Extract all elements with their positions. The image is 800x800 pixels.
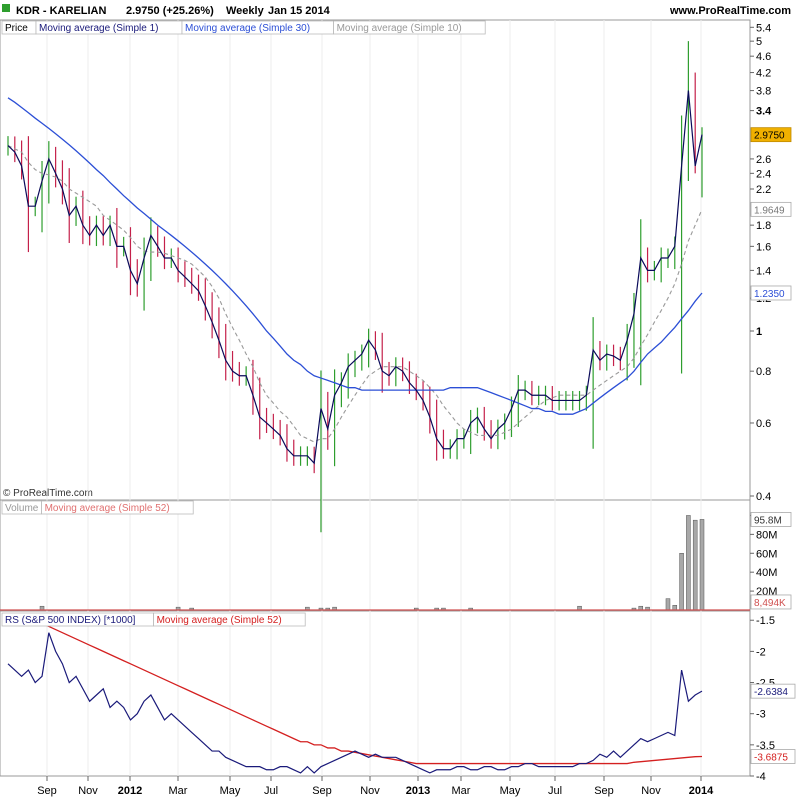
x-tick-label: May	[500, 785, 521, 797]
price-y-tick-label: 1	[756, 326, 762, 338]
price-y-tick-label: 4.6	[756, 51, 771, 63]
volume-panel-frame	[0, 499, 751, 612]
x-tick-label: Nov	[78, 785, 98, 797]
rs-y-tick-label: -4	[756, 771, 766, 783]
watermark: © ProRealTime.com	[3, 488, 93, 499]
rs-line	[7, 632, 703, 774]
rs-y-tick-label: -3.5	[756, 740, 775, 752]
price-value-tag-label: 2.9750	[754, 131, 785, 142]
x-tick-label: Sep	[594, 785, 614, 797]
app-logo-icon	[2, 4, 10, 12]
rs-y-tick-label: -1.5	[756, 615, 775, 627]
rs-value-tag	[750, 683, 796, 699]
price-y-tick-label: 2.6	[756, 154, 771, 166]
price-value-tag	[750, 201, 792, 217]
volume-legend-box	[41, 500, 194, 515]
rs-value-tag-label: -2.6384	[754, 687, 788, 698]
rs-y-tick-label: -3	[756, 709, 766, 721]
price-legend-item: Moving average (Simple 1)	[39, 23, 159, 34]
price-legend-box	[333, 20, 486, 35]
price-change: 2.9750 (+25.26%)	[126, 5, 214, 17]
rs-legend-box	[153, 612, 306, 627]
volume-bar	[699, 519, 705, 611]
price-y-tick-label: 0.4	[756, 491, 771, 503]
volume-bar	[679, 553, 684, 611]
x-tick-label: 2014	[689, 785, 714, 797]
x-tick-label: Nov	[360, 785, 380, 797]
price-legend-item: Price	[5, 23, 28, 34]
volume-y-tick-label: 40M	[756, 567, 777, 579]
rs-ma-line	[8, 613, 703, 765]
rs-value-tag	[750, 749, 796, 764]
price-y-tick-label: 1.8	[756, 220, 771, 232]
rs-legend-item: RS (S&P 500 INDEX) [*1000]	[5, 615, 136, 626]
volume-value-tag	[750, 594, 792, 610]
price-y-tick-label: 3.4	[756, 106, 772, 118]
x-tick-label: 2013	[406, 785, 430, 797]
volume-value-tag-label: 95.8M	[754, 515, 782, 526]
volume-legend-item: Moving average (Simple 52)	[45, 503, 170, 514]
volume-value-tag	[750, 512, 792, 527]
site-label[interactable]: www.ProRealTime.com	[669, 5, 791, 17]
x-tick-label: May	[220, 785, 241, 797]
price-value-tag	[750, 127, 792, 143]
volume-bar	[665, 598, 671, 611]
price-y-tick-label: 2.2	[756, 184, 771, 196]
x-tick-label: Jul	[264, 785, 278, 797]
volume-y-tick-label: 60M	[756, 548, 777, 560]
x-tick-label: Mar	[452, 785, 471, 797]
price-y-tick-label: 0.8	[756, 366, 771, 378]
ma10-line	[7, 145, 703, 443]
x-tick-label: Sep	[312, 785, 332, 797]
price-value-tag-label: 1.9649	[754, 205, 785, 216]
volume-bar	[692, 519, 698, 611]
x-tick-label: Jul	[548, 785, 562, 797]
price-y-tick-label: 5.4	[756, 22, 771, 34]
price-y-tick-label: 1.4	[756, 265, 771, 277]
price-legend-item: Moving average (Simple 10)	[337, 23, 462, 34]
price-y-tick-label: 3.8	[756, 86, 771, 98]
ma30-line	[7, 97, 703, 415]
rs-legend-item: Moving average (Simple 52)	[157, 615, 282, 626]
price-value-tag-label: 1.2350	[754, 289, 785, 300]
close-line	[7, 90, 703, 465]
price-panel-frame	[0, 19, 751, 501]
price-y-tick-label: 1.6	[756, 241, 771, 253]
ticker-title: KDR - KARELIAN	[16, 5, 106, 17]
price-y-tick-label: 5	[756, 36, 762, 48]
date-label: Jan 15 2014	[268, 5, 331, 17]
volume-y-tick-label: 80M	[756, 529, 777, 541]
price-y-tick-label: 0.6	[756, 418, 771, 430]
volume-value-tag-label: 8,494K	[754, 598, 786, 609]
rs-y-tick-label: -2	[756, 646, 766, 658]
price-y-tick-label: 4.2	[756, 68, 771, 80]
volume-legend-item: Volume	[5, 503, 39, 514]
x-tick-label: Mar	[169, 785, 188, 797]
price-legend-item: Moving average (Simple 30)	[185, 23, 310, 34]
x-tick-label: Sep	[37, 785, 57, 797]
rs-panel-frame	[0, 610, 751, 777]
period-label: Weekly	[226, 5, 265, 17]
volume-bar	[686, 515, 691, 611]
rs-value-tag-label: -3.6875	[754, 753, 788, 764]
price-y-tick-label: 2.4	[756, 168, 771, 180]
x-tick-label: 2012	[118, 785, 142, 797]
price-value-tag	[750, 285, 792, 301]
volume-bar	[672, 605, 678, 611]
x-tick-label: Nov	[641, 785, 661, 797]
